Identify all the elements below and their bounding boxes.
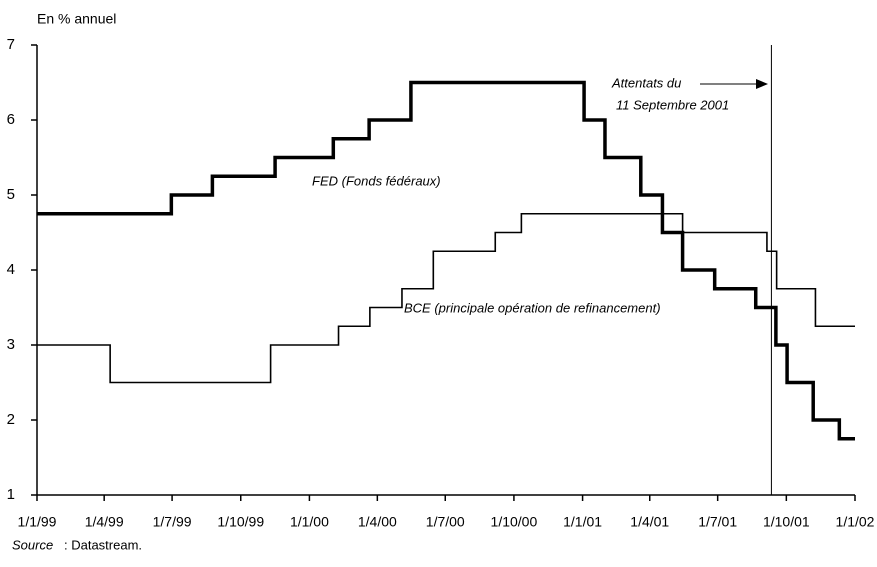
series-line <box>37 212 855 384</box>
series-label: BCE (principale opération de refinanceme… <box>404 300 661 315</box>
y-tick-label: 2 <box>7 411 15 428</box>
x-tick-label: 1/1/01 <box>563 514 602 530</box>
y-tick-label: 6 <box>7 111 15 128</box>
y-tick-label: 4 <box>7 261 15 278</box>
event-arrowhead <box>756 79 768 89</box>
x-tick-label: 1/1/00 <box>290 514 329 530</box>
x-tick-label: 1/7/00 <box>426 514 465 530</box>
x-tick-label: 1/4/99 <box>85 514 124 530</box>
x-tick-label: 1/4/01 <box>630 514 669 530</box>
event-label: Attentats du <box>611 75 681 90</box>
series-label: FED (Fonds fédéraux) <box>312 173 441 188</box>
source: : Datastream. <box>64 537 142 552</box>
x-tick-label: 1/10/01 <box>763 514 810 530</box>
y-axis-label: En % annuel <box>37 11 116 27</box>
y-tick-label: 7 <box>7 36 15 53</box>
event-label: 11 Septembre 2001 <box>616 97 729 112</box>
x-tick-label: 1/4/00 <box>358 514 397 530</box>
x-tick-label: 1/7/99 <box>153 514 192 530</box>
x-tick-label: 1/10/00 <box>491 514 538 530</box>
x-tick-label: 1/10/99 <box>217 514 264 530</box>
x-tick-label: 1/1/99 <box>18 514 57 530</box>
y-tick-label: 5 <box>7 186 15 203</box>
x-tick-label: 1/7/01 <box>698 514 737 530</box>
series-line <box>37 80 855 441</box>
y-tick-label: 1 <box>7 486 15 503</box>
source-label: Source <box>12 537 53 552</box>
y-tick-label: 3 <box>7 336 15 353</box>
x-tick-label: 1/1/02 <box>836 514 875 530</box>
